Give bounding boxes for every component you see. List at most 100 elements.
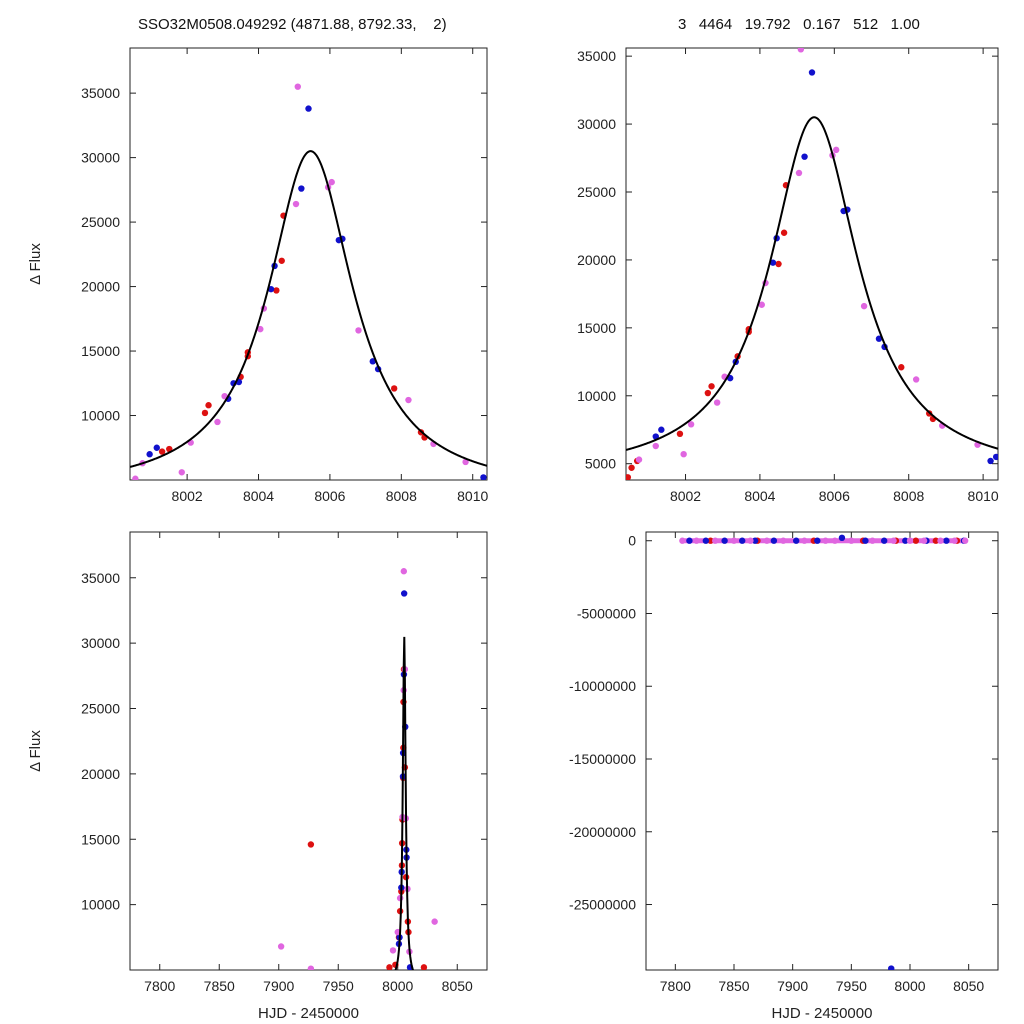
data-point-red bbox=[158, 448, 166, 455]
object-header: SSO32M0508.049292 (4871.88, 8792.33, 2) bbox=[138, 16, 447, 33]
data-point-blue bbox=[480, 474, 487, 480]
y-tick-label: 15000 bbox=[81, 343, 120, 359]
x-tick-label: 7800 bbox=[660, 978, 691, 994]
data-point-pink bbox=[712, 537, 719, 544]
data-point-pink bbox=[951, 537, 958, 544]
data-point-blue bbox=[792, 537, 800, 544]
data-point-red bbox=[628, 464, 635, 471]
data-point-red bbox=[201, 409, 209, 417]
plot-frame bbox=[129, 47, 488, 481]
data-point-blue bbox=[305, 105, 312, 112]
x-tick-label: 8000 bbox=[382, 978, 413, 994]
y-tick-label: 30000 bbox=[81, 150, 120, 166]
x-tick-label: 8050 bbox=[953, 978, 984, 994]
data-point-blue bbox=[801, 153, 808, 160]
data-point-pink bbox=[355, 327, 362, 334]
data-point-blue bbox=[808, 69, 816, 76]
x-tick-label: 8002 bbox=[172, 488, 203, 504]
x-tick-label: 7800 bbox=[144, 978, 175, 994]
data-point-pink bbox=[635, 456, 643, 463]
data-point-pink bbox=[431, 918, 438, 925]
plot-frame bbox=[625, 47, 999, 481]
data-point-red bbox=[932, 537, 940, 544]
model-curve bbox=[130, 150, 487, 468]
data-point-red bbox=[386, 964, 393, 970]
panel-bottom-left: 7800 7850 7900 7950 8000 8050 10000 15000 20000 2… bbox=[27, 531, 488, 1022]
data-point-pink bbox=[687, 421, 695, 428]
data-point-pink bbox=[920, 537, 928, 544]
data-point-blue bbox=[880, 537, 888, 544]
data-point-blue bbox=[751, 537, 759, 544]
y-tick-label: 35000 bbox=[81, 570, 120, 586]
data-point-pink bbox=[713, 399, 721, 406]
data-point-pink bbox=[906, 537, 914, 544]
y-tick-label: 15000 bbox=[577, 320, 616, 336]
data-point-pink bbox=[961, 537, 969, 544]
data-point-pink bbox=[400, 568, 408, 575]
data-point-red bbox=[707, 537, 714, 544]
data-point-red bbox=[205, 402, 212, 409]
panel-top-left: 8002 8004 8006 8008 8010 10000 15000 20000 25000… bbox=[27, 47, 489, 504]
data-point-pink bbox=[730, 537, 738, 544]
data-point-blue bbox=[702, 537, 710, 544]
data-point-pink bbox=[822, 537, 829, 544]
data-point-pink bbox=[396, 894, 404, 902]
data-point-pink bbox=[680, 450, 687, 458]
data-point-pink bbox=[912, 376, 920, 383]
data-layer bbox=[679, 534, 969, 970]
data-point-pink bbox=[890, 537, 897, 544]
x-tick-label: 8004 bbox=[243, 488, 274, 504]
data-point-red bbox=[390, 385, 398, 392]
panel-bottom-right: 7800 7850 7900 7950 8000 8050 0 -5000000 -100000… bbox=[569, 531, 999, 1022]
data-point-pink bbox=[307, 965, 315, 970]
data-point-red bbox=[780, 229, 788, 236]
y-tick-label: 25000 bbox=[81, 701, 120, 717]
y-axis-label: Δ Flux bbox=[27, 243, 44, 285]
data-point-blue bbox=[369, 358, 376, 365]
y-tick-label: 10000 bbox=[81, 897, 120, 913]
x-tick-label: 8002 bbox=[670, 488, 701, 504]
plot-frame bbox=[129, 531, 488, 971]
y-tick-label: 35000 bbox=[577, 48, 616, 64]
data-point-pink bbox=[257, 325, 264, 333]
y-tick-label: 5000 bbox=[585, 456, 616, 472]
data-point-pink bbox=[780, 537, 787, 544]
data-point-red bbox=[898, 364, 905, 371]
y-tick-label: 15000 bbox=[81, 831, 120, 847]
data-point-red bbox=[708, 383, 715, 390]
x-tick-label: 7850 bbox=[718, 978, 749, 994]
data-point-pink bbox=[832, 146, 840, 154]
data-point-pink bbox=[693, 537, 700, 544]
data-point-red bbox=[278, 257, 285, 264]
data-point-red bbox=[273, 287, 280, 294]
data-point-pink bbox=[747, 537, 754, 544]
data-point-red bbox=[912, 537, 920, 544]
data-point-blue bbox=[769, 259, 777, 266]
data-point-pink bbox=[178, 469, 185, 476]
data-point-blue bbox=[400, 590, 408, 597]
data-point-pink bbox=[294, 83, 301, 90]
data-point-pink bbox=[132, 475, 139, 480]
panel-top-right: 8002 8004 8006 8008 8010 5000 10000 15000 20000 2… bbox=[577, 47, 999, 504]
x-tick-label: 8008 bbox=[386, 488, 417, 504]
x-tick-label: 7950 bbox=[323, 978, 354, 994]
data-point-pink bbox=[795, 169, 803, 177]
data-layer bbox=[277, 568, 438, 970]
data-point-blue bbox=[298, 185, 305, 192]
model-curve bbox=[394, 636, 415, 970]
x-tick-label: 7900 bbox=[263, 978, 294, 994]
data-point-pink bbox=[831, 537, 839, 544]
x-tick-label: 8006 bbox=[314, 488, 345, 504]
data-point-pink bbox=[462, 458, 469, 466]
x-tick-label: 8050 bbox=[442, 978, 473, 994]
data-point-red bbox=[626, 474, 632, 480]
y-tick-label: 25000 bbox=[577, 184, 616, 200]
x-tick-label: 8006 bbox=[819, 488, 850, 504]
x-tick-label: 7950 bbox=[836, 978, 867, 994]
data-point-blue bbox=[153, 444, 160, 451]
x-tick-label: 8010 bbox=[457, 488, 488, 504]
y-tick-label: 20000 bbox=[81, 766, 120, 782]
y-tick-label: 20000 bbox=[81, 279, 120, 295]
x-tick-label: 8004 bbox=[744, 488, 775, 504]
data-point-pink bbox=[763, 537, 771, 544]
